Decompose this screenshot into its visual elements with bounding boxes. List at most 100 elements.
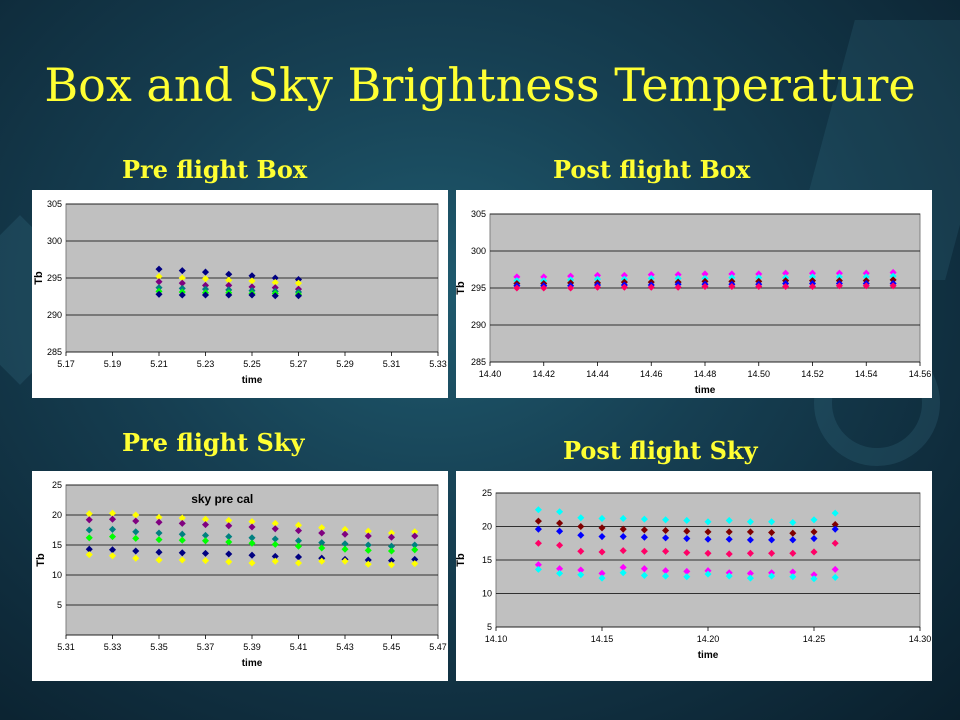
chart-pre-sky-data-point: [132, 511, 140, 519]
chart-pre-sky-xtick-label: 5.45: [383, 642, 401, 652]
chart-post-box-data-point: [647, 274, 655, 282]
chart-post-box-data-point: [513, 273, 521, 281]
chart-pre-box-xtick-label: 5.31: [383, 359, 401, 369]
chart-post-box-data-point: [620, 271, 628, 279]
chart-post-box-data-point: [782, 269, 790, 277]
chart-pre-sky-data-point: [341, 545, 349, 553]
chart-pre-sky-data-point: [178, 514, 186, 522]
chart-pre-sky-data-point: [387, 547, 396, 555]
chart-pre-box-data-point: [271, 274, 279, 282]
chart-pre-sky-data-point: [318, 529, 326, 537]
chart-post-box-data-point: [701, 282, 709, 291]
chart-post-box-data-point: [862, 282, 870, 290]
chart-post-sky-data-point: [704, 549, 712, 557]
chart-post-box-data-point: [808, 282, 817, 291]
chart-post-box-x-axis-label: time: [695, 385, 716, 396]
chart-pre-box-data-point: [225, 276, 233, 284]
chart-post-sky-data-point: [789, 529, 797, 537]
chart-pre-sky-data-point: [155, 548, 163, 556]
chart-post-sky-data-point: [831, 520, 839, 529]
chart-pre-sky-data-point: [364, 541, 372, 549]
chart-post-sky-data-point: [831, 573, 839, 581]
chart-pre-box-data-point: [201, 291, 210, 299]
chart-pre-sky-ytick-label: 20: [52, 510, 62, 520]
chart-post-box-data-point: [513, 284, 521, 292]
chart-pre-sky-data-point: [341, 557, 349, 565]
chart-pre-sky-ytick-label: 15: [52, 540, 62, 550]
chart-pre-box-data-point: [178, 267, 186, 275]
chart-post-sky-data-point: [831, 525, 839, 533]
chart-pre-sky-data-point: [387, 542, 396, 550]
chart-post-box-data-point: [674, 271, 682, 279]
chart-pre-box-data-point: [248, 277, 256, 285]
chart-post-sky-data-point: [831, 565, 839, 573]
chart-pre-sky-xtick-label: 5.39: [243, 642, 261, 652]
chart-post-box-data-point: [835, 269, 843, 277]
chart-pre-sky-data-point: [271, 525, 279, 533]
chart-pre-sky-data-point: [318, 557, 326, 565]
chart-pre-sky-data-point: [155, 518, 163, 526]
chart-pre-sky-data-point: [225, 550, 233, 558]
chart-pre-box-data-point: [294, 292, 303, 300]
chart-pre-sky-data-point: [225, 538, 233, 546]
chart-pre-sky-data-point: [132, 547, 140, 555]
chart-pre-sky-data-point: [411, 532, 419, 540]
chart-pre-box-xtick-label: 5.29: [336, 359, 354, 369]
chart-pre-sky-data-point: [248, 523, 256, 531]
chart-pre-box-xtick-label: 5.33: [429, 359, 447, 369]
chart-pre-sky-xtick-label: 5.35: [150, 642, 168, 652]
chart-post-sky-data-point: [810, 575, 818, 583]
chart-pre-sky-ytick-label: 25: [52, 480, 62, 490]
chart-post-box-data-point: [862, 269, 870, 277]
chart-post-sky-xtick-label: 14.30: [909, 634, 932, 644]
chart-post-sky-ytick-label: 5: [487, 622, 492, 632]
chart-pre-sky-ytick-label: 10: [52, 570, 62, 580]
chart-pre-sky-data-point: [271, 535, 279, 543]
chart-pre-sky-data-point: [248, 551, 256, 559]
chart-pre-sky-data-point: [155, 556, 163, 564]
chart-pre-sky-data-point: [364, 556, 372, 564]
chart-post-box-data-point: [755, 270, 763, 278]
chart-pre-sky-y-axis-label: Tb: [35, 553, 47, 567]
chart-post-box-xtick-label: 14.54: [855, 369, 878, 379]
chart-pre-box-data-point: [155, 265, 163, 273]
chart-pre-sky-data-point: [387, 529, 396, 537]
chart-post-box-ytick-label: 285: [471, 357, 486, 367]
chart-post-box-data-point: [728, 270, 736, 278]
chart-pre-box-data-point: [155, 290, 163, 298]
chart-pre-sky-data-point: [294, 537, 303, 545]
chart-post-box-xtick-label: 14.52: [801, 369, 824, 379]
chart-post-sky-ytick-label: 10: [482, 589, 492, 599]
chart-pre-box-data-point: [178, 291, 186, 299]
chart-pre-sky-data-point: [387, 533, 396, 541]
chart-pre-box-data-point: [294, 279, 303, 287]
chart-post-box-data-point: [647, 271, 655, 279]
chart-post-box-data-point: [593, 271, 602, 279]
chart-pre-sky-data-point: [318, 544, 326, 552]
chart-post-sky-data-point: [683, 535, 691, 543]
chart-post-sky-xtick-label: 14.15: [591, 634, 614, 644]
chart-pre-sky-data-point: [178, 556, 186, 564]
chart-post-box-data-point: [674, 283, 682, 291]
chart-pre-sky-data-point: [411, 546, 419, 554]
chart-pre-box-xtick-label: 5.17: [57, 359, 75, 369]
pre-flight-box-label: Pre flight Box: [122, 155, 308, 184]
chart-post-box-xtick-label: 14.46: [640, 369, 663, 379]
chart-pre-box-data-point: [155, 284, 163, 292]
chart-post-box-data-point: [755, 282, 763, 291]
chart-pre-box-data-point: [201, 285, 210, 293]
chart-post-box-data-point: [593, 275, 602, 283]
chart-post-box-data-point: [862, 273, 870, 281]
chart-post-box-data-point: [728, 282, 736, 291]
chart-post-sky-ytick-label: 20: [482, 522, 492, 532]
chart-post-box-y-axis-label: Tb: [456, 281, 467, 295]
chart-pre-sky-xtick-label: 5.41: [290, 642, 308, 652]
chart-post-box-data-point: [647, 283, 655, 291]
chart-post-sky-data-point: [810, 535, 818, 543]
chart-post-sky-data-point: [704, 518, 712, 526]
chart-post-box-data-point: [889, 282, 897, 290]
chart-pre-sky-data-point: [201, 537, 210, 545]
chart-pre-sky-data-point: [201, 515, 210, 523]
chart-pre-sky-xtick-label: 5.43: [336, 642, 354, 652]
chart-pre-sky-data-point: [248, 559, 256, 567]
